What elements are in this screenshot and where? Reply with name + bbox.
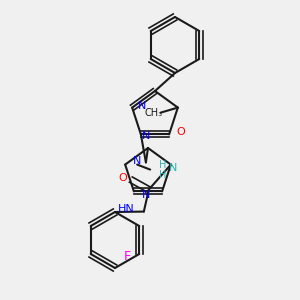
Text: N: N <box>142 190 150 200</box>
Text: N: N <box>169 163 177 172</box>
Text: H: H <box>160 160 167 170</box>
Text: H: H <box>160 169 167 180</box>
Text: O: O <box>118 172 127 183</box>
Text: N: N <box>138 100 146 111</box>
Text: F: F <box>124 250 131 262</box>
Text: N: N <box>142 131 150 141</box>
Text: O: O <box>177 128 185 137</box>
Text: CH₃: CH₃ <box>145 108 163 118</box>
Text: HN: HN <box>118 204 134 214</box>
Text: N: N <box>133 156 141 166</box>
